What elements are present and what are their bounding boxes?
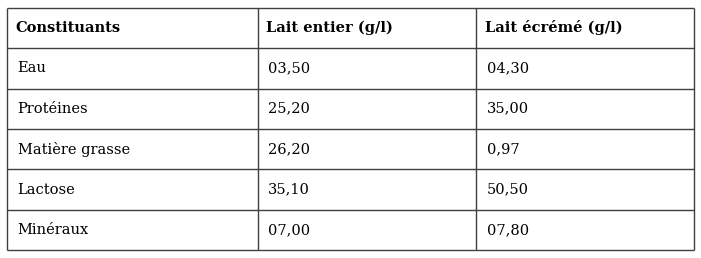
Text: Lactose: Lactose (18, 183, 75, 197)
Text: Constituants: Constituants (15, 21, 121, 35)
Text: 0,97: 0,97 (486, 142, 519, 156)
Text: Matière grasse: Matière grasse (18, 142, 130, 157)
Text: Eau: Eau (18, 61, 46, 75)
Text: 07,00: 07,00 (268, 223, 311, 237)
Text: 25,20: 25,20 (268, 102, 310, 116)
Text: Minéraux: Minéraux (18, 223, 89, 237)
Text: 26,20: 26,20 (268, 142, 311, 156)
Text: 50,50: 50,50 (486, 183, 529, 197)
Text: 35,10: 35,10 (268, 183, 310, 197)
Text: 07,80: 07,80 (486, 223, 529, 237)
Text: Protéines: Protéines (18, 102, 88, 116)
Text: 04,30: 04,30 (486, 61, 529, 75)
Text: 35,00: 35,00 (486, 102, 529, 116)
Text: 03,50: 03,50 (268, 61, 311, 75)
Text: Lait entier (g/l): Lait entier (g/l) (266, 21, 393, 35)
Text: Lait écrémé (g/l): Lait écrémé (g/l) (484, 20, 622, 35)
